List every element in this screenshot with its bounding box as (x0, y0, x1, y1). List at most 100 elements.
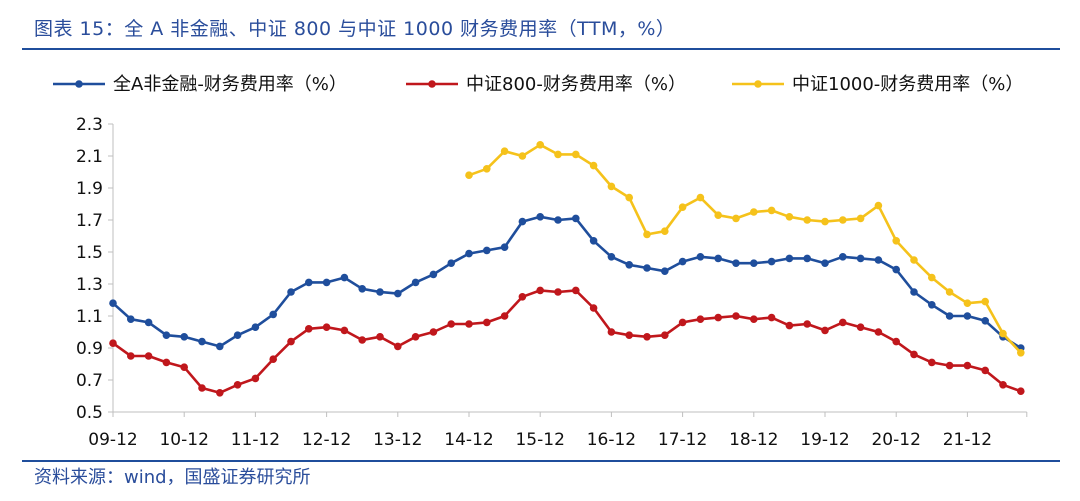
series-2-point (661, 331, 669, 340)
y-tick-label: 1.1 (76, 307, 103, 327)
series-2-point (340, 326, 349, 335)
series-1-point (411, 278, 420, 287)
series-2-point (1017, 387, 1025, 396)
series-2-point (714, 313, 722, 322)
series-1-point (821, 259, 829, 268)
series-1 (109, 213, 1025, 352)
series-1-point (536, 213, 544, 221)
series-1-point (162, 331, 171, 340)
source-note: 资料来源：wind，国盛证券研究所 (34, 467, 311, 488)
series-2-point (322, 323, 331, 332)
series-1-point (180, 333, 188, 341)
series-1-point (394, 289, 402, 298)
series-2-point (251, 374, 260, 383)
x-tick-label: 14-12 (444, 430, 493, 450)
series-3-point (518, 152, 527, 160)
series-3-point (945, 288, 954, 296)
series-1-point (625, 261, 633, 269)
series-2-point (536, 286, 544, 295)
x-tick-label: 16-12 (587, 430, 636, 450)
series-1-point (643, 264, 651, 272)
series-2-point (732, 312, 740, 320)
series-2-point (144, 352, 153, 360)
legend-item-2: 中证800-财务费用率（%） (406, 74, 686, 95)
series-2-point (678, 318, 687, 327)
series-1-point (216, 342, 224, 351)
series-3-point (483, 165, 491, 173)
series-2-point (981, 366, 989, 375)
series-1-point (198, 337, 206, 346)
series-1-point (839, 252, 847, 261)
bottom-rule (22, 460, 1060, 462)
series-2-point (856, 323, 865, 332)
series-1-point (518, 217, 527, 226)
series-3-point (572, 150, 580, 159)
series-2-point (411, 333, 420, 341)
series-2-point (928, 358, 936, 367)
series-1-point (874, 256, 883, 264)
series-2-point (607, 328, 616, 336)
series-3-point (536, 141, 544, 149)
x-tick-label: 17-12 (658, 430, 707, 450)
series-3-point (981, 297, 989, 306)
series-3-point (839, 216, 847, 224)
x-tick-label: 12-12 (302, 430, 351, 450)
y-tick-label: 1.5 (76, 243, 103, 263)
x-tick-label: 13-12 (373, 430, 422, 450)
y-tick-label: 0.7 (76, 371, 103, 391)
series-1-point (732, 259, 740, 268)
series-1-point (500, 243, 509, 251)
series-1-point (358, 285, 367, 293)
series-3-point (874, 201, 883, 210)
series-1-point (483, 246, 491, 255)
series-2-point (874, 328, 883, 336)
series-3-point (767, 206, 776, 215)
series-3-point (661, 227, 669, 235)
series-2-point (696, 315, 705, 324)
series-2-point (216, 389, 224, 397)
series-3-point (928, 273, 936, 282)
y-tick-label: 1.9 (76, 179, 103, 199)
series-1-point (678, 257, 687, 266)
series-3-point (999, 329, 1007, 338)
series-1-point (465, 249, 473, 258)
x-tick-label: 21-12 (943, 430, 992, 450)
series-3-point (910, 256, 918, 264)
series-2-point (305, 325, 313, 333)
plot-area (109, 141, 1025, 397)
series-2-point (198, 384, 206, 392)
legend-swatch-marker (428, 80, 436, 88)
series-1-point (892, 265, 900, 274)
series-2-point (554, 288, 562, 296)
series-1-point (287, 288, 295, 296)
series-3-point (589, 161, 598, 170)
series-1-point (144, 318, 153, 327)
series-2-point (839, 318, 847, 327)
axes: 0.5 0.7 0.9 1.1 1.3 1.5 1.7 1.9 2.1 2.3 09-12 10-12… (76, 115, 1028, 450)
x-tick-label: 20-12 (871, 430, 920, 450)
series-1-point (750, 259, 758, 268)
series-1-point (714, 254, 722, 263)
series-1-point (109, 299, 117, 308)
series-1-point (589, 237, 598, 245)
series-2-point (643, 333, 651, 341)
x-tick-label: 19-12 (800, 430, 849, 450)
series-2-point (447, 320, 456, 328)
series-3-point (732, 214, 740, 223)
series-2-point (518, 293, 527, 301)
series-2-point (376, 333, 384, 341)
series-2-point (750, 315, 758, 324)
y-tick-label: 0.9 (76, 339, 103, 359)
series-3-point (554, 150, 562, 159)
series-2-point (287, 337, 295, 346)
series-2-point (625, 331, 633, 340)
x-tick-label: 11-12 (231, 430, 280, 450)
legend-label: 中证800-财务费用率（%） (466, 74, 686, 95)
series-1-point (856, 254, 865, 263)
series-2-point (109, 339, 117, 348)
series-1-point (785, 254, 794, 263)
series-1-point (305, 278, 313, 287)
legend-label: 全A非金融-财务费用率（%） (113, 74, 347, 95)
series-2-point (269, 355, 278, 364)
legend-swatch-marker (75, 80, 83, 88)
